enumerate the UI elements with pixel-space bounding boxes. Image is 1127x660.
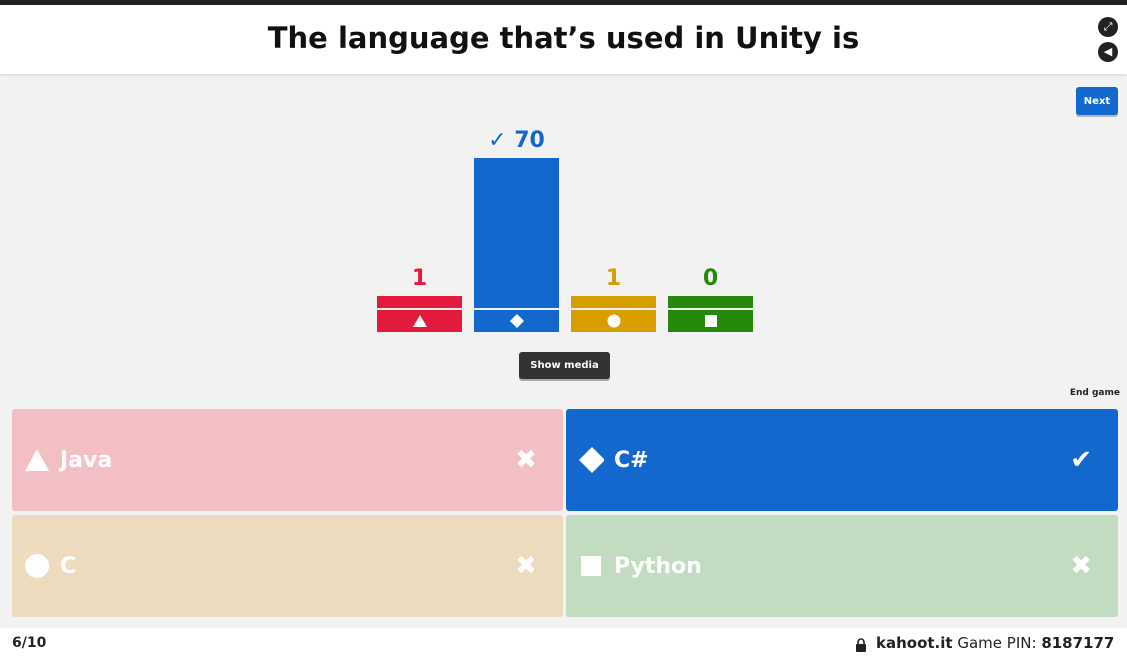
incorrect-icon: ✖ [515, 445, 537, 475]
answer-option-csharp: C# ✔ [566, 409, 1118, 511]
bar-value-label: ✓ 70 [488, 128, 545, 153]
square-icon [578, 553, 604, 579]
answer-option-java: Java ✖ [12, 409, 563, 511]
answer-option-python: Python ✖ [566, 515, 1118, 617]
question-title: The language that’s used in Unity is [267, 21, 860, 55]
volume-icon[interactable]: ◀ [1098, 42, 1118, 62]
footer-bar: 6/10 kahoot.it Game PIN: 8187177 [0, 628, 1127, 660]
square-icon [668, 310, 753, 332]
diamond-icon [474, 310, 559, 332]
diamond-icon [578, 447, 604, 473]
circle-icon [24, 553, 50, 579]
lock-icon [855, 637, 867, 652]
top-progress-strip [0, 0, 1127, 5]
bar-fill-diamond [474, 158, 559, 308]
triangle-icon [24, 447, 50, 473]
game-pin-info: kahoot.it Game PIN: 8187177 [876, 634, 1114, 652]
site-name: kahoot.it [876, 634, 953, 652]
incorrect-icon: ✖ [515, 551, 537, 581]
bar-value-label: 0 [702, 266, 719, 291]
correct-check-icon: ✔ [1070, 445, 1092, 475]
answer-label: C [60, 553, 77, 579]
answer-option-c: C ✖ [12, 515, 563, 617]
show-media-button[interactable]: Show media [519, 352, 610, 379]
incorrect-icon: ✖ [1070, 551, 1092, 581]
circle-icon [571, 310, 656, 332]
next-button[interactable]: Next [1076, 87, 1118, 115]
answer-label: Python [614, 553, 702, 579]
game-pin-label: Game PIN: [957, 634, 1037, 652]
answer-label: Java [60, 447, 113, 473]
question-header: The language that’s used in Unity is ⤢ ◀ [0, 5, 1127, 74]
bar-fill-circle [571, 296, 656, 308]
bar-value-label: 1 [605, 266, 622, 291]
bar-value-label: 1 [411, 266, 428, 291]
question-counter: 6/10 [12, 635, 47, 651]
game-pin-value: 8187177 [1041, 634, 1115, 652]
fullscreen-icon[interactable]: ⤢ [1098, 17, 1118, 37]
bar-fill-square [668, 296, 753, 308]
end-game-link[interactable]: End game [1069, 388, 1120, 398]
answer-label: C# [614, 447, 649, 473]
bar-fill-triangle [377, 296, 462, 308]
triangle-icon [377, 310, 462, 332]
